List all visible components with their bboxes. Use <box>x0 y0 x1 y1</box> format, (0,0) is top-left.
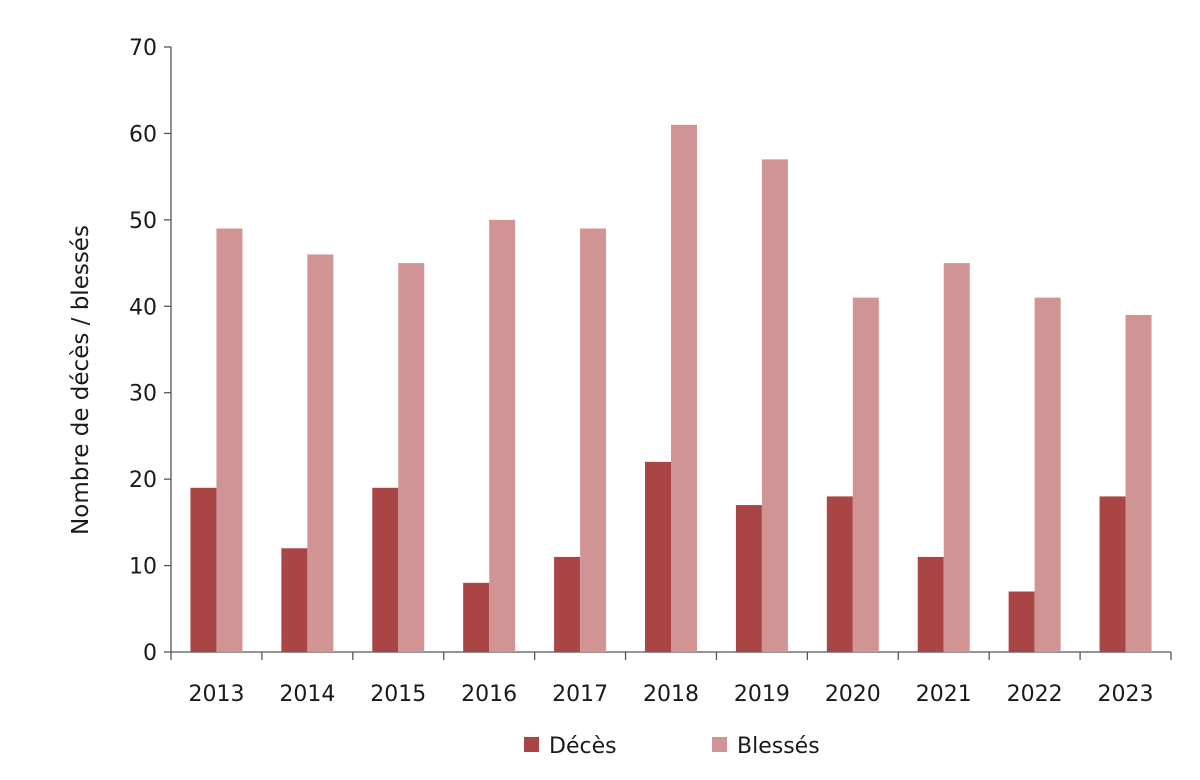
bar-deces-2019 <box>735 505 762 652</box>
x-axis: 2013 2014 2015 2016 2017 2018 2019 2020 2021 2022… <box>170 651 1172 707</box>
bar-blesses-2015 <box>398 263 425 652</box>
bar-blesses-2018 <box>671 124 697 653</box>
x-tick-label: 2016 <box>461 682 517 707</box>
bar-deces-2021 <box>917 556 944 652</box>
x-tick-label: 2021 <box>916 682 972 707</box>
y-tick-label: 40 <box>129 295 157 320</box>
legend-swatch-blesses <box>712 737 727 752</box>
bar-blesses-2016 <box>489 219 516 652</box>
y-tick-label: 0 <box>143 641 157 666</box>
bar-blesses-2014 <box>307 254 334 652</box>
y-tick-label: 30 <box>129 382 157 407</box>
bar-deces-2017 <box>554 556 581 652</box>
x-tick-label: 2013 <box>188 682 244 707</box>
y-axis: 0 10 20 30 40 50 60 70 <box>129 36 172 666</box>
bar-deces-2014 <box>281 548 308 652</box>
legend: Décès Blessés <box>524 734 820 759</box>
y-tick-label: 20 <box>129 468 157 493</box>
x-tick-label: 2015 <box>370 682 426 707</box>
bar-deces-2013 <box>190 487 217 652</box>
y-tick-label: 60 <box>129 122 157 147</box>
bar-blesses-2023 <box>1125 314 1152 652</box>
x-tick-label: 2014 <box>279 682 335 707</box>
x-tick-label: 2017 <box>552 682 608 707</box>
bar-blesses-2019 <box>761 159 788 652</box>
x-tick-label: 2019 <box>734 682 790 707</box>
y-tick-label: 10 <box>129 555 157 580</box>
x-tick-label: 2023 <box>1098 682 1154 707</box>
bar-deces-2018 <box>645 461 671 652</box>
bar-deces-2022 <box>1008 591 1035 652</box>
y-axis-title: Nombre de décès / blessés <box>68 225 94 535</box>
bar-deces-2016 <box>463 582 490 652</box>
bar-blesses-2022 <box>1034 297 1061 652</box>
bar-deces-2015 <box>372 487 399 652</box>
y-tick-label: 50 <box>129 209 157 234</box>
x-tick-label: 2018 <box>643 682 699 707</box>
bar-blesses-2020 <box>852 297 879 652</box>
legend-label-deces: Décès <box>549 734 617 759</box>
legend-label-blesses: Blessés <box>737 734 820 759</box>
x-tick-label: 2022 <box>1007 682 1063 707</box>
bars <box>190 124 1152 653</box>
bar-blesses-2013 <box>216 228 243 652</box>
bar-blesses-2017 <box>580 228 607 652</box>
x-tick-label: 2020 <box>825 682 881 707</box>
bar-deces-2020 <box>826 496 853 652</box>
bar-blesses-2021 <box>943 263 970 652</box>
bar-deces-2023 <box>1099 496 1126 652</box>
y-tick-label: 70 <box>129 36 157 61</box>
legend-swatch-deces <box>524 737 539 752</box>
